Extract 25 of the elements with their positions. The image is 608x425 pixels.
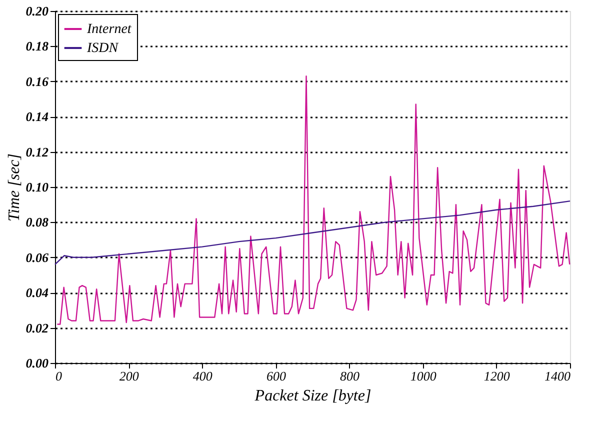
y-tick-label: 0.06 — [26, 250, 49, 265]
line-series — [54, 200, 571, 266]
x-tick-label: 0 — [56, 368, 62, 384]
legend-label: Internet — [86, 22, 132, 37]
x-tick-label: 1400 — [544, 368, 571, 384]
legend-label: ISDN — [86, 41, 119, 56]
y-tick-label: 0.14 — [26, 109, 49, 124]
x-axis-title: Packet Size [byte] — [254, 388, 372, 404]
x-tick-label: 200 — [119, 368, 140, 384]
line-series — [56, 76, 570, 325]
y-tick-label: 0.04 — [26, 285, 49, 300]
x-tick-label: 400 — [192, 368, 213, 384]
y-tick-label: 0.18 — [26, 38, 49, 54]
x-tick-label: 600 — [266, 368, 286, 384]
y-tick-label: 0.12 — [26, 144, 49, 160]
x-tick-label: 800 — [340, 368, 360, 384]
y-tick-label: 0.20 — [26, 4, 49, 18]
x-tick-label: 1200 — [484, 368, 510, 384]
y-tick-label: 0.10 — [26, 180, 49, 194]
y-tick-label: 0.00 — [26, 356, 49, 370]
y-axis-title: Time [sec] — [6, 154, 23, 222]
x-tick-label: 1000 — [410, 368, 437, 384]
y-tick-label: 0.08 — [26, 214, 49, 230]
y-tick-label: 0.16 — [26, 74, 49, 89]
y-tick-label: 0.02 — [26, 320, 49, 336]
